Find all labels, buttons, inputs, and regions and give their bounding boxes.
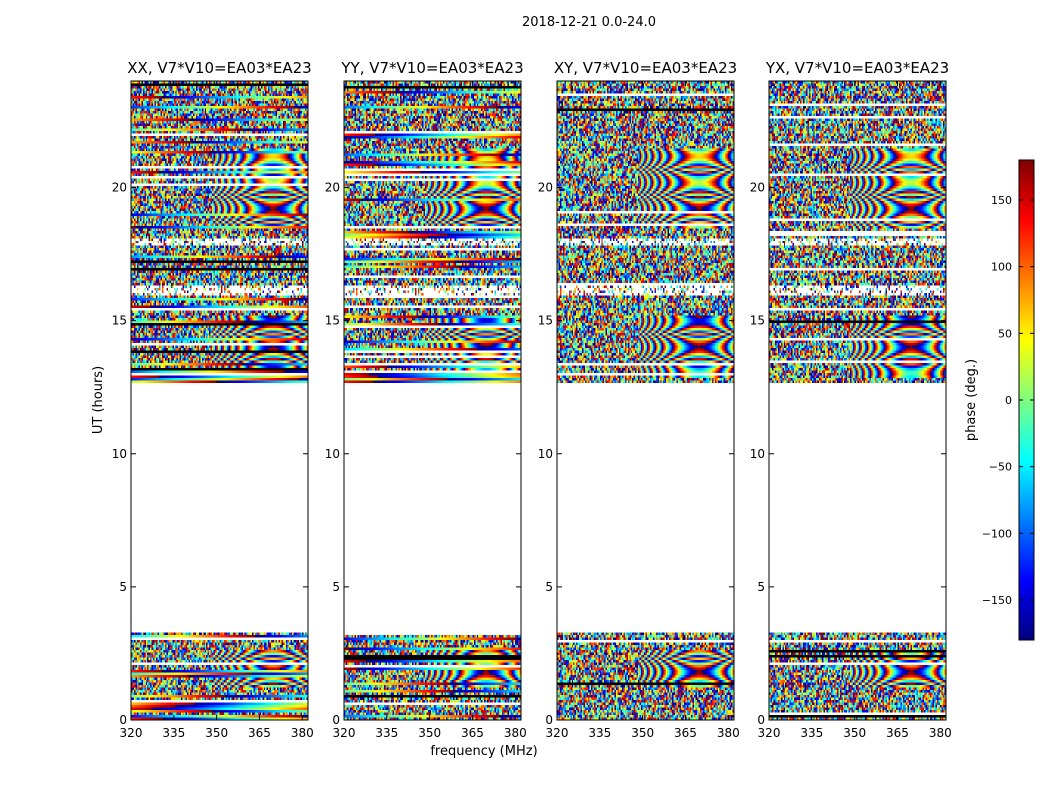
panels-group: XX, V7*V10=EA03*EA23 320 335 350 365 380 0 5 10 1… (112, 59, 952, 740)
x-tick-label: 380 (717, 726, 740, 740)
panel-xx: XX, V7*V10=EA03*EA23 320 335 350 365 380 0 5 10 1… (112, 59, 314, 740)
y-tick-label: 0 (545, 713, 553, 727)
heatmap-xx (131, 81, 308, 720)
panel-xy: XY, V7*V10=EA03*EA23 320 335 350 365 380 0 5 10 1… (538, 59, 740, 740)
x-tick-label: 350 (843, 726, 866, 740)
y-axis-label: UT (hours) (91, 366, 106, 434)
y-tick-label: 20 (112, 181, 127, 195)
colorbar-ticks: 150 100 50 0 −50 −100 −150 (982, 194, 1034, 607)
x-tick-label: 320 (333, 726, 356, 740)
y-tick-label: 15 (750, 314, 765, 328)
panel-yy: YY, V7*V10=EA03*EA23 320 335 350 365 380 0 5 10 1… (325, 59, 527, 740)
x-tick-label: 350 (631, 726, 654, 740)
y-tick-label: 15 (112, 314, 127, 328)
x-tick-label: 335 (162, 726, 185, 740)
colorbar-tick-label: 100 (991, 261, 1012, 274)
x-tick-label: 350 (418, 726, 441, 740)
x-tick-label: 335 (800, 726, 823, 740)
colorbar-tick-label: 150 (991, 194, 1012, 207)
y-tick-label: 10 (325, 447, 340, 461)
panel-frame (556, 80, 735, 721)
panel-title: YX, V7*V10=EA03*EA23 (765, 59, 949, 77)
x-tick-label: 365 (461, 726, 484, 740)
y-tick-label: 20 (538, 181, 553, 195)
y-tick-label: 10 (538, 447, 553, 461)
x-tick-label: 380 (291, 726, 314, 740)
y-tick-label: 5 (757, 580, 765, 594)
panel-frame (343, 80, 522, 721)
colorbar-tick-label: −50 (989, 461, 1012, 474)
y-tick-label: 5 (545, 580, 553, 594)
x-axis-label: frequency (MHz) (430, 744, 537, 759)
y-tick-label: 5 (119, 580, 127, 594)
y-tick-label: 5 (332, 580, 340, 594)
panel-yx: YX, V7*V10=EA03*EA23 320 335 350 365 380 0 5 10 1… (750, 59, 952, 740)
colorbar-label: phase (deg.) (964, 359, 979, 441)
heatmap-yx (769, 81, 946, 720)
x-tick-label: 320 (120, 726, 143, 740)
x-tick-label: 380 (504, 726, 527, 740)
x-tick-label: 365 (674, 726, 697, 740)
y-tick-label: 10 (750, 447, 765, 461)
y-tick-label: 20 (750, 181, 765, 195)
panel-title: YY, V7*V10=EA03*EA23 (340, 59, 523, 77)
y-tick-label: 20 (325, 181, 340, 195)
x-tick-label: 335 (375, 726, 398, 740)
colorbar: 150 100 50 0 −50 −100 −150 phase (deg.) (964, 159, 1035, 641)
y-tick-label: 15 (538, 314, 553, 328)
panel-frame (130, 80, 309, 721)
colorbar-tick-label: −150 (982, 594, 1012, 607)
y-tick-label: 10 (112, 447, 127, 461)
x-tick-label: 335 (588, 726, 611, 740)
colorbar-tick-label: 50 (998, 327, 1012, 340)
figure-suptitle: 2018-12-21 0.0-24.0 (522, 15, 656, 30)
x-tick-label: 320 (758, 726, 781, 740)
y-tick-label: 0 (332, 713, 340, 727)
panel-title: XY, V7*V10=EA03*EA23 (554, 59, 737, 77)
x-tick-label: 320 (546, 726, 569, 740)
y-tick-label: 0 (119, 713, 127, 727)
colorbar-tick-label: 0 (1005, 394, 1012, 407)
x-tick-label: 380 (929, 726, 952, 740)
panel-title: XX, V7*V10=EA03*EA23 (127, 59, 311, 77)
y-tick-label: 0 (757, 713, 765, 727)
x-tick-label: 365 (886, 726, 909, 740)
y-tick-label: 15 (325, 314, 340, 328)
x-tick-label: 365 (248, 726, 271, 740)
colorbar-tick-label: −100 (982, 527, 1012, 540)
panel-frame (768, 80, 947, 721)
heatmap-yy (344, 81, 521, 720)
x-tick-label: 350 (205, 726, 228, 740)
heatmap-xy (557, 81, 734, 720)
